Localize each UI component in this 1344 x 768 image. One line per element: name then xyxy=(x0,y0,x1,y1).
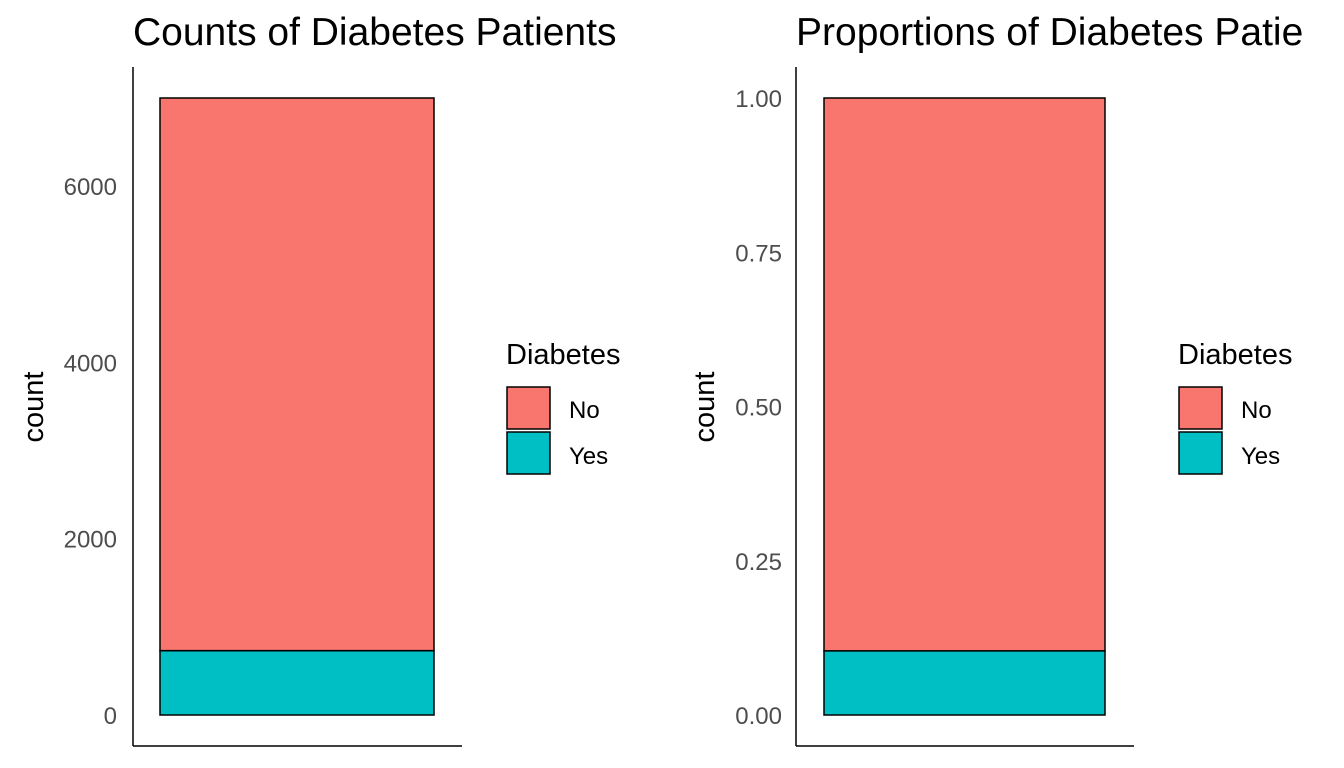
chart-title: Proportions of Diabetes Patie xyxy=(796,11,1303,54)
bar-segment-yes xyxy=(823,650,1106,716)
y-tick-label: 4000 xyxy=(64,350,117,377)
legend-label-no: No xyxy=(569,397,600,424)
y-tick-label: 0.50 xyxy=(735,395,782,422)
bar-segment-yes xyxy=(159,649,435,716)
legend-key-yes xyxy=(1178,431,1223,475)
y-tick-label: 0.25 xyxy=(735,549,782,576)
y-axis-title: count xyxy=(18,372,50,443)
chart-title: Counts of Diabetes Patients xyxy=(133,11,616,54)
legend-title: Diabetes xyxy=(1178,339,1292,371)
legend-key-no xyxy=(1178,386,1223,430)
bar-segments xyxy=(159,97,435,716)
y-tick-label: 1.00 xyxy=(735,86,782,113)
legend-label-yes: Yes xyxy=(1241,443,1280,470)
y-tick-labels: 0 2000 4000 6000 xyxy=(64,174,117,730)
proportions-chart: Proportions of Diabetes Patie count 0.00… xyxy=(689,11,1303,747)
y-tick-label: 0 xyxy=(104,703,117,730)
bar-segment-no xyxy=(159,97,435,652)
bar-segments xyxy=(823,97,1106,716)
y-tick-label: 0.00 xyxy=(735,703,782,730)
y-tick-label: 0.75 xyxy=(735,240,782,267)
legend-key-yes xyxy=(506,431,551,475)
y-tick-label: 6000 xyxy=(64,174,117,201)
counts-chart: Counts of Diabetes Patients count 0 2000 4… xyxy=(18,11,620,747)
legend-key-no xyxy=(506,386,551,430)
legend-label-yes: Yes xyxy=(569,443,608,470)
legend-label-no: No xyxy=(1241,397,1272,424)
legend-title: Diabetes xyxy=(506,339,620,371)
y-tick-label: 2000 xyxy=(64,527,117,554)
bar-segment-no xyxy=(823,97,1106,652)
y-tick-labels: 0.00 0.25 0.50 0.75 1.00 xyxy=(735,86,782,730)
y-axis-title: count xyxy=(689,372,721,443)
